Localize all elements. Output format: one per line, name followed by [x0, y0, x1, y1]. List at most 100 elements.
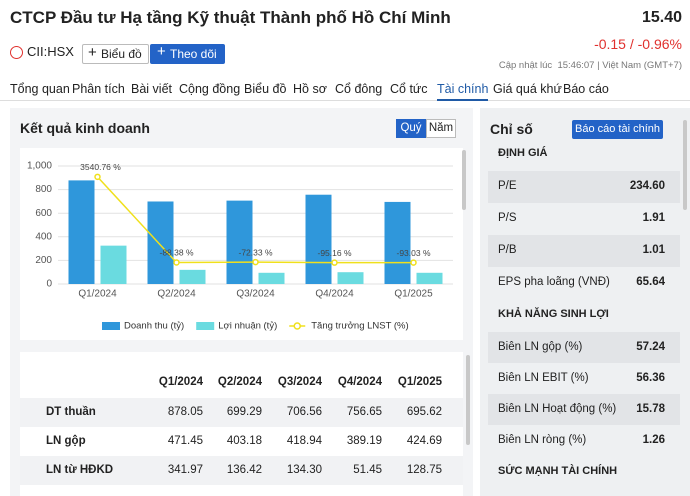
table-cell: 341.97 — [167, 464, 203, 476]
row-label: DT thuần — [46, 406, 96, 418]
ratio-row-bg — [488, 203, 680, 235]
table-header: Q4/2024 — [337, 376, 382, 388]
bar — [100, 245, 127, 284]
table-cell: 403.18 — [226, 435, 262, 447]
table-cell: 878.05 — [167, 406, 203, 418]
bar — [384, 201, 411, 284]
button[interactable]: Biểu đồ — [82, 44, 149, 64]
ratio-row-bg — [488, 332, 680, 363]
table-row-bg — [20, 398, 463, 427]
data-label: -95.16 % — [317, 248, 351, 258]
legend-swatch — [196, 322, 215, 330]
table-cell: 51.45 — [353, 464, 382, 476]
table-header: Q3/2024 — [277, 376, 322, 388]
y-tick-label: 400 — [35, 231, 52, 242]
bar — [226, 200, 253, 284]
tab[interactable]: Tổng quan — [10, 82, 70, 96]
x-tick-label: Q3/2024 — [236, 289, 275, 300]
tab[interactable]: Hồ sơ — [293, 82, 327, 96]
table-cell: 424.69 — [406, 435, 442, 447]
table-cell: 389.19 — [346, 435, 382, 447]
tab[interactable]: Tài chính — [437, 82, 489, 101]
table-cell: 756.65 — [346, 406, 382, 418]
ratio-row-bg — [488, 363, 680, 394]
bar — [305, 194, 332, 284]
table-cell: 136.42 — [226, 464, 262, 476]
table-cell: 706.56 — [286, 406, 322, 418]
x-tick-label: Q4/2024 — [315, 289, 354, 300]
bar — [147, 201, 174, 284]
panel-title: Kết quả kinh doanh — [20, 120, 150, 136]
update-time: Cập nhật lúc 15:46:07 | Việt Nam (GMT+7) — [498, 60, 682, 71]
tab[interactable]: Biểu đồ — [244, 82, 287, 96]
ratio-value: 234.60 — [629, 180, 665, 192]
data-label: -88.38 % — [159, 248, 193, 258]
table-cell: 134.30 — [286, 464, 322, 476]
ratio-value: 15.78 — [636, 403, 665, 415]
line-point — [173, 259, 180, 266]
line-point — [252, 258, 259, 266]
ratio-label: Biên LN EBIT (%) — [498, 372, 589, 384]
legend-label: Lợi nhuận (tỷ) — [218, 321, 277, 332]
tab-border — [0, 100, 690, 101]
toggle[interactable]: Năm — [426, 119, 456, 138]
y-tick-label: 1,000 — [27, 161, 52, 172]
chart: 0 200 400 600 800 1,000 Q1/2024 Q2/2024 Q3/2024 Q… — [27, 161, 453, 332]
line-point — [94, 173, 101, 181]
tab[interactable]: Bài viết — [131, 82, 172, 96]
alert-icon — [10, 46, 23, 59]
tab[interactable]: Phân tích — [72, 82, 125, 96]
tab[interactable]: Báo cáo — [563, 82, 609, 96]
bar — [258, 272, 285, 284]
title: CTCP Đầu tư Hạ tầng Kỹ thuật Thành phố H… — [10, 8, 451, 27]
ratio-label: EPS pha loãng (VNĐ) — [498, 276, 610, 288]
toggle[interactable]: Quý — [396, 119, 426, 138]
panel-title: Chỉ số — [490, 121, 533, 137]
scrollbar — [466, 355, 470, 445]
tab[interactable]: Cổ tức — [390, 82, 428, 96]
price: 15.40 — [641, 9, 682, 26]
legend-swatch — [102, 322, 120, 330]
data-label: 3540.76 % — [80, 162, 121, 172]
ratio-row-bg — [488, 394, 680, 425]
ratio-row-bg — [488, 235, 680, 267]
bar — [179, 269, 206, 284]
ratio-value: 1.91 — [642, 212, 665, 224]
table-cell: 699.29 — [226, 406, 262, 418]
button[interactable]: Báo cáo tài chính — [572, 120, 663, 139]
ratio-row-bg — [488, 425, 680, 456]
table-header: Q1/2025 — [397, 376, 442, 388]
ticker: CII:HSX — [27, 44, 74, 59]
tab[interactable]: Giá quá khứ — [493, 82, 562, 96]
ratio-value: 1.01 — [642, 244, 665, 256]
bar — [337, 272, 364, 284]
tab[interactable]: Cổ đông — [335, 82, 383, 96]
data-label: -72.33 % — [238, 247, 272, 257]
x-tick-label: Q1/2025 — [394, 289, 433, 300]
scrollbar — [462, 150, 466, 210]
button[interactable]: Theo dõi — [150, 44, 225, 64]
tab[interactable]: Cộng đồng — [179, 82, 241, 96]
bar — [416, 272, 443, 284]
table-row-bg — [20, 456, 463, 485]
price-change: -0.15 / -0.96% — [594, 36, 682, 52]
ratio-row-bg — [488, 267, 680, 299]
ratio-label: Biên LN gộp (%) — [498, 341, 583, 353]
scrollbar — [683, 120, 687, 210]
ratio-label: P/B — [498, 244, 517, 256]
legend-label: Tăng trưởng LNST (%) — [311, 321, 408, 332]
ratio-value: 65.64 — [636, 276, 665, 288]
ratio-row-bg — [488, 171, 680, 203]
section-title: KHẢ NĂNG SINH LỢI — [498, 308, 609, 320]
bar — [68, 180, 95, 284]
ratio-label: P/S — [498, 212, 517, 224]
plus-icon: + — [157, 43, 166, 60]
y-tick-label: 800 — [35, 184, 52, 195]
y-tick-label: 0 — [46, 279, 52, 290]
legend-swatch — [293, 322, 301, 330]
legend-label: Doanh thu (tỷ) — [124, 321, 184, 332]
section-title: SỨC MẠNH TÀI CHÍNH — [498, 465, 618, 477]
table-header: Q2/2024 — [217, 376, 262, 388]
y-tick-label: 600 — [35, 208, 52, 219]
